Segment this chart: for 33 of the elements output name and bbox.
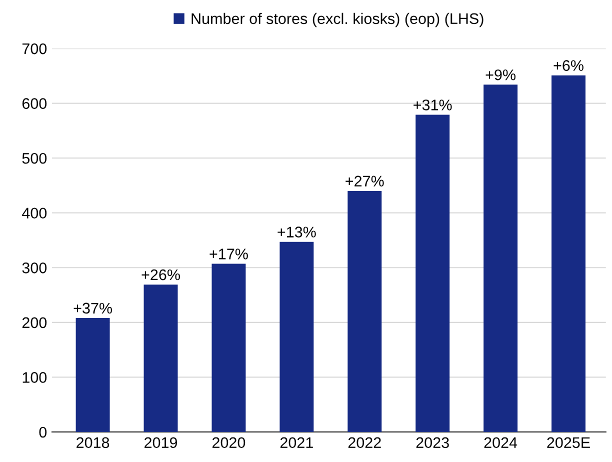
y-tick-label: 0 (39, 426, 47, 438)
x-tick-label: 2018 (76, 437, 110, 448)
annotation: +37% (74, 302, 112, 314)
bar (212, 264, 246, 432)
legend-label: Number of stores (excl. kiosks) (eop) (LHS) (192, 12, 484, 28)
y-tick-label: 700 (22, 43, 47, 54)
x-tick-label: 2021 (280, 437, 313, 448)
x-tick-label: 2023 (416, 437, 449, 448)
y-tick-label: 200 (22, 317, 47, 328)
annotation: +13% (278, 226, 316, 238)
bar (552, 75, 586, 432)
annotation: +27% (346, 176, 384, 186)
annotation: +31% (414, 100, 452, 110)
annotation: +9% (486, 69, 516, 80)
bar (76, 318, 110, 432)
bar (280, 242, 314, 432)
y-tick-label: 400 (22, 208, 47, 219)
bar (144, 284, 178, 432)
y-tick-label: 500 (22, 152, 47, 164)
x-tick-label: 2019 (144, 437, 178, 448)
x-tick-label: 2024 (484, 437, 518, 448)
annotation: +26% (142, 269, 180, 280)
bar (416, 114, 450, 432)
x-tick-label: 2025E (547, 437, 590, 448)
y-tick-label: 300 (22, 262, 47, 274)
y-tick-label: 100 (22, 372, 47, 383)
x-tick-label: 2022 (348, 437, 381, 448)
bar (484, 84, 518, 432)
x-tick-label: 2020 (212, 437, 246, 448)
y-tick-label: 600 (22, 98, 47, 109)
annotation: +6% (554, 60, 584, 71)
bar (348, 190, 382, 432)
annotation: +17% (210, 248, 248, 260)
